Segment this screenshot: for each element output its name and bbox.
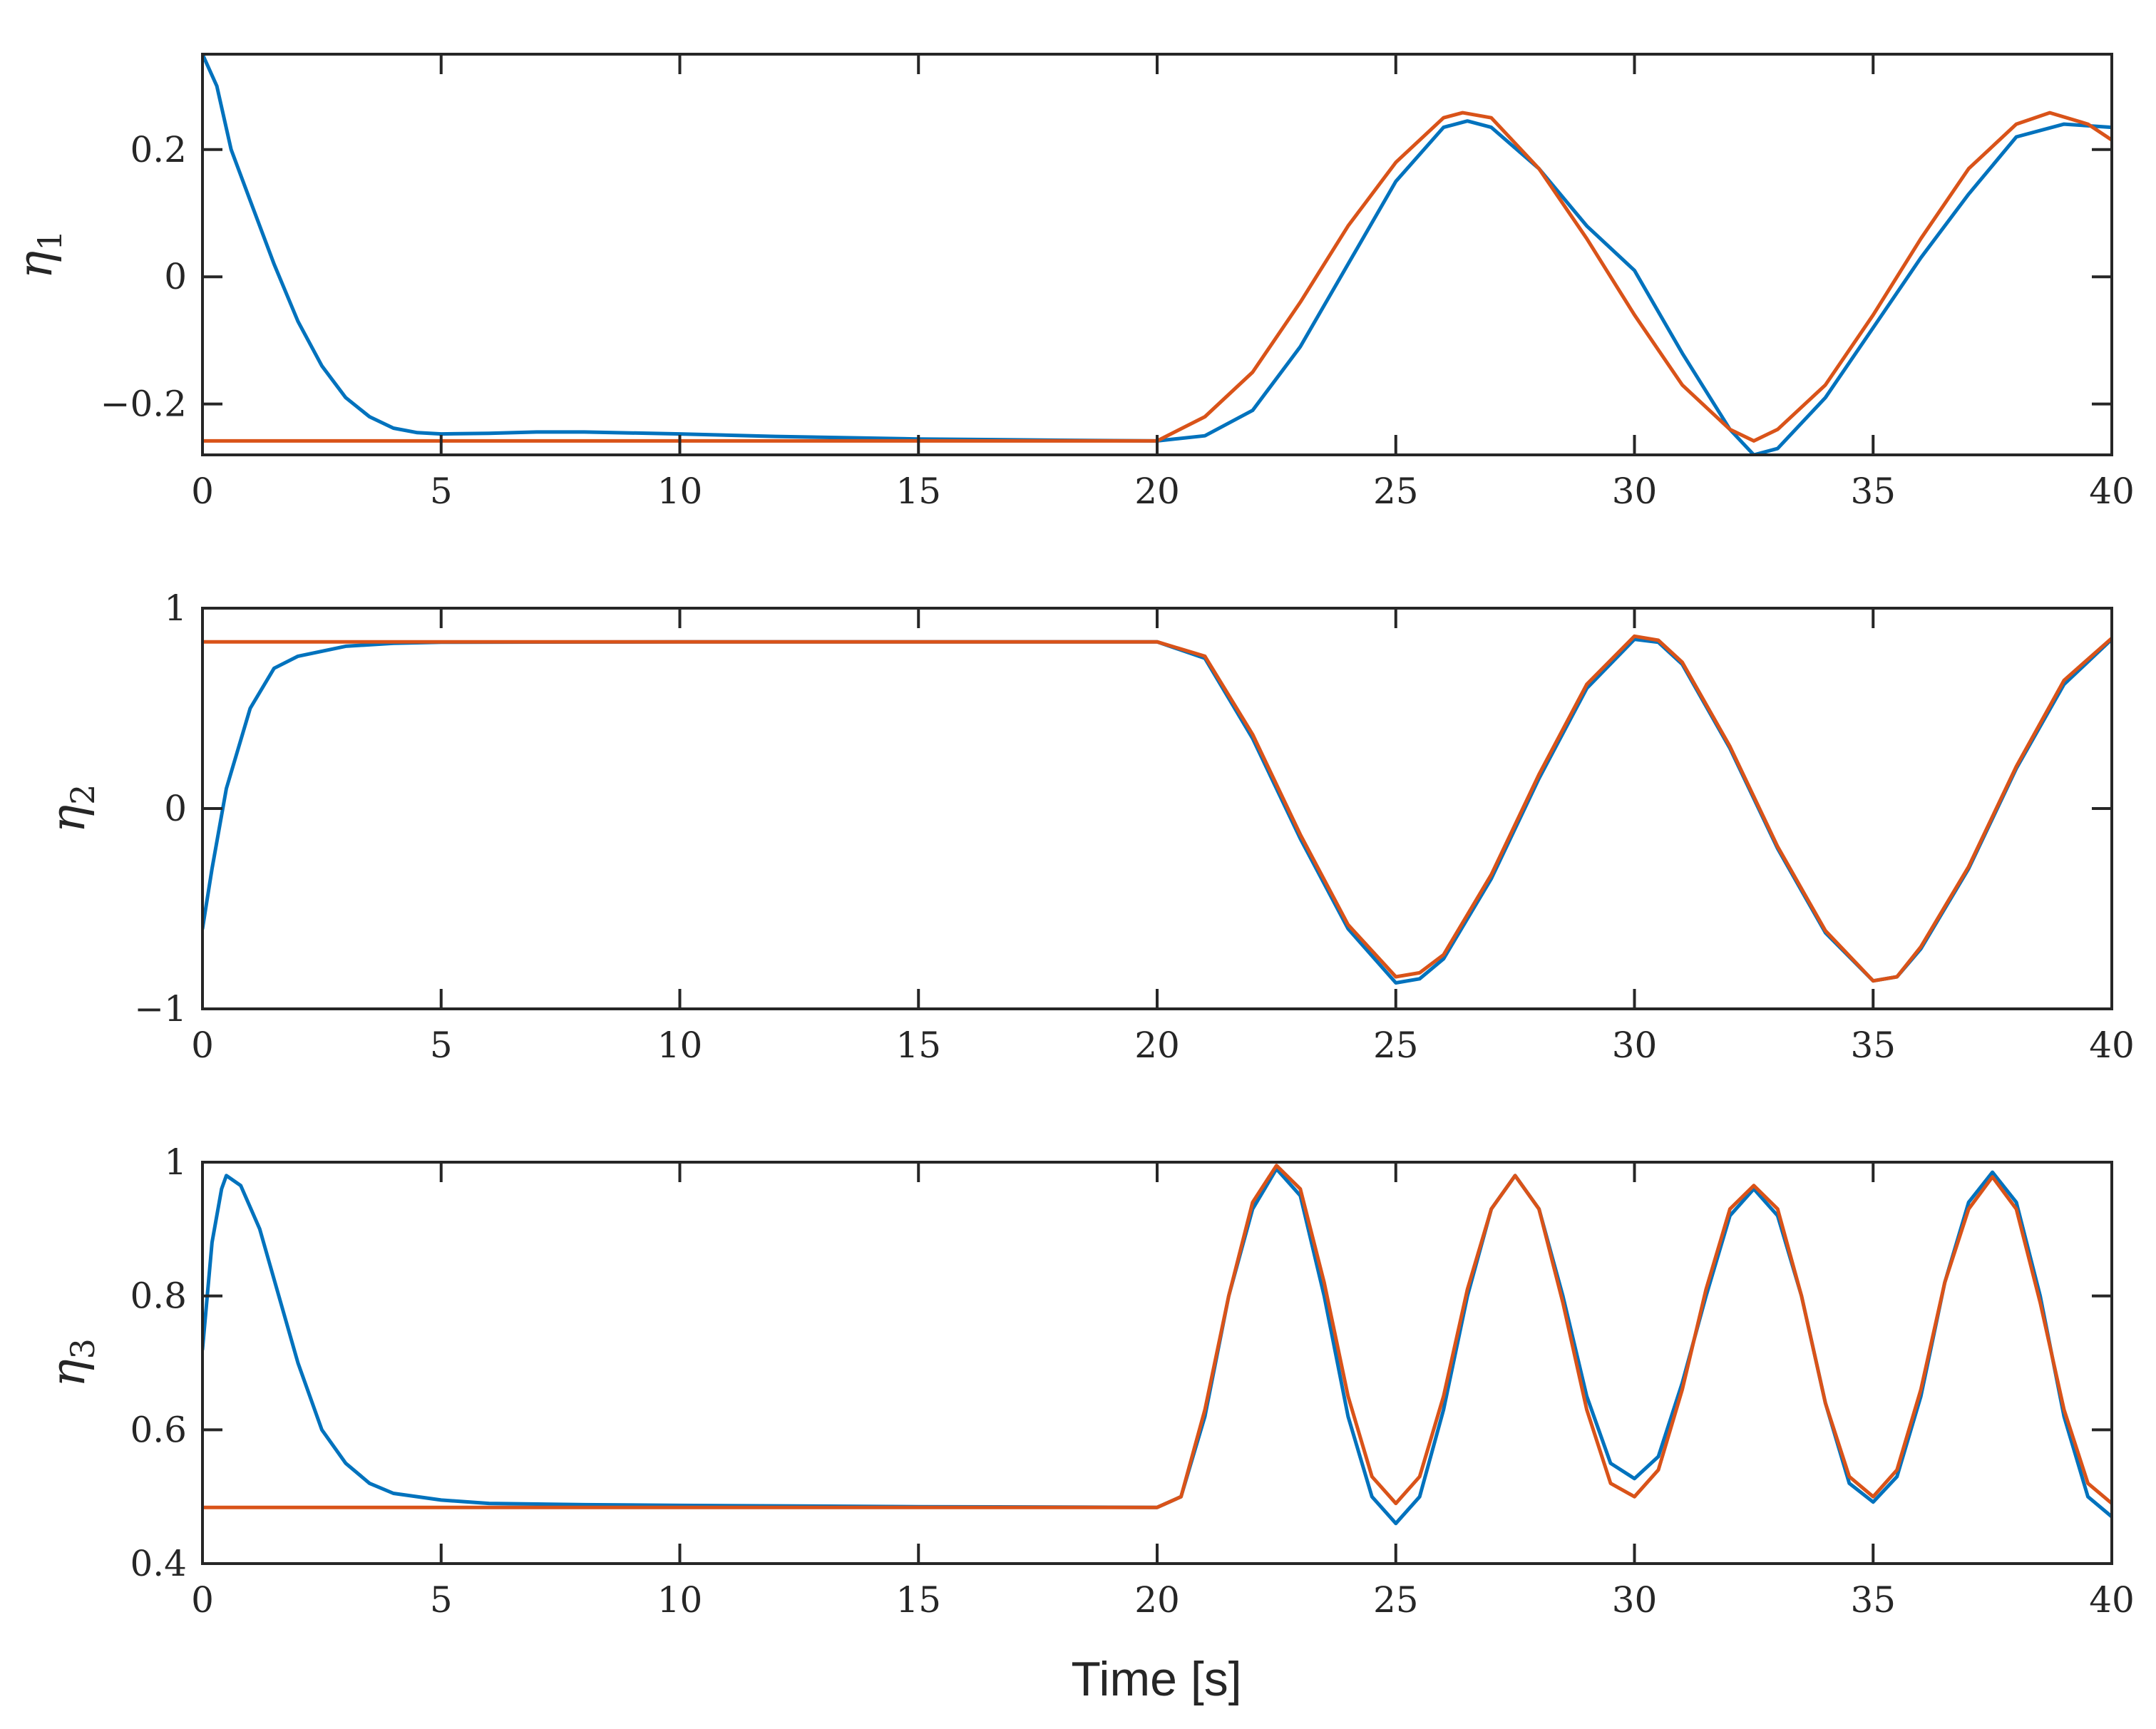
subplot-3-ytick-label: 0.8 [130, 1276, 187, 1317]
y-axis-label-subscript: 1 [31, 230, 69, 251]
subplot-3-xtick-label: 15 [895, 1579, 941, 1621]
subplot-3-xtick-label: 0 [191, 1579, 214, 1621]
subplot-3-xtick-label: 5 [430, 1579, 453, 1621]
subplot-3: 0 5 10 15 20 25 30 35 40 0.4 0.6 0.8 1 η3 [41, 1141, 2135, 1621]
subplot-2-xtick-label: 35 [1850, 1025, 1896, 1066]
subplot-1-xtick-label: 5 [430, 471, 453, 512]
subplot-2-xtick-label: 5 [430, 1025, 453, 1066]
subplot-3-ytick-label: 0.4 [130, 1543, 187, 1584]
subplot-2-xtick-label: 20 [1134, 1025, 1180, 1066]
subplot-3-series-2-line [202, 1164, 2112, 1509]
subplot-1-ytick-label: 0 [164, 256, 187, 297]
subplot-3-series-1-line [202, 1166, 2112, 1526]
subplot-2-xtick-label: 40 [2089, 1025, 2135, 1066]
subplot-3-xtick-label: 30 [1612, 1579, 1658, 1621]
subplot-2-series-2-line [202, 634, 2112, 983]
subplot-3-ytick-label: 1 [164, 1141, 187, 1183]
subplot-1-xtick-label: 0 [191, 471, 214, 512]
subplot-1-xtick-label: 15 [895, 471, 941, 512]
subplot-2-xtick-label: 25 [1373, 1025, 1419, 1066]
y-axis-label-symbol: η [8, 251, 63, 279]
subplot-1-xtick-label: 35 [1850, 471, 1896, 512]
subplot-3-xtick-label: 25 [1373, 1579, 1419, 1621]
y-axis-label-symbol: η [41, 805, 96, 833]
y-axis-label-subscript: 3 [63, 1338, 102, 1359]
subplot-3-ytick-label: 0.6 [130, 1409, 187, 1450]
subplot-1: 0 5 10 15 20 25 30 35 40 −0.2 0 0.2 η1 [8, 53, 2135, 512]
subplot-3-xtick-label: 20 [1134, 1579, 1180, 1621]
subplot-1-xtick-label: 30 [1612, 471, 1658, 512]
subplot-3-xtick-label: 10 [657, 1579, 703, 1621]
subplot-2-ytick-label: 1 [164, 588, 187, 629]
subplot-1-xtick-label: 20 [1134, 471, 1180, 512]
subplot-2-y-axis-label: η2 [41, 784, 102, 833]
subplot-1-xtick-label: 40 [2089, 471, 2135, 512]
y-axis-label-subscript: 2 [63, 784, 102, 805]
subplot-3-y-axis-label: η3 [41, 1338, 102, 1387]
subplot-1-series-1-line [202, 54, 2112, 455]
subplot-2-xtick-label: 10 [657, 1025, 703, 1066]
subplot-1-ytick-label: −0.2 [101, 384, 187, 425]
subplot-2-xtick-label: 30 [1612, 1025, 1658, 1066]
subplot-2-ytick-label: −1 [134, 988, 187, 1030]
y-axis-label-symbol: η [41, 1359, 96, 1387]
subplot-1-xtick-label: 25 [1373, 471, 1419, 512]
subplot-2-xtick-label: 15 [895, 1025, 941, 1066]
x-axis-label: Time [s] [1071, 1652, 1241, 1706]
subplot-1-xtick-label: 10 [657, 471, 703, 512]
subplot-2-ytick-label: 0 [164, 788, 187, 829]
subplot-3-xtick-label: 35 [1850, 1579, 1896, 1621]
subplot-2-xtick-label: 0 [191, 1025, 214, 1066]
subplot-1-ytick-label: 0.2 [130, 129, 187, 170]
subplot-3-xtick-label: 40 [2089, 1579, 2135, 1621]
subplot-1-series-2-line [202, 111, 2112, 443]
subplot-1-y-axis-label: η1 [8, 230, 69, 279]
